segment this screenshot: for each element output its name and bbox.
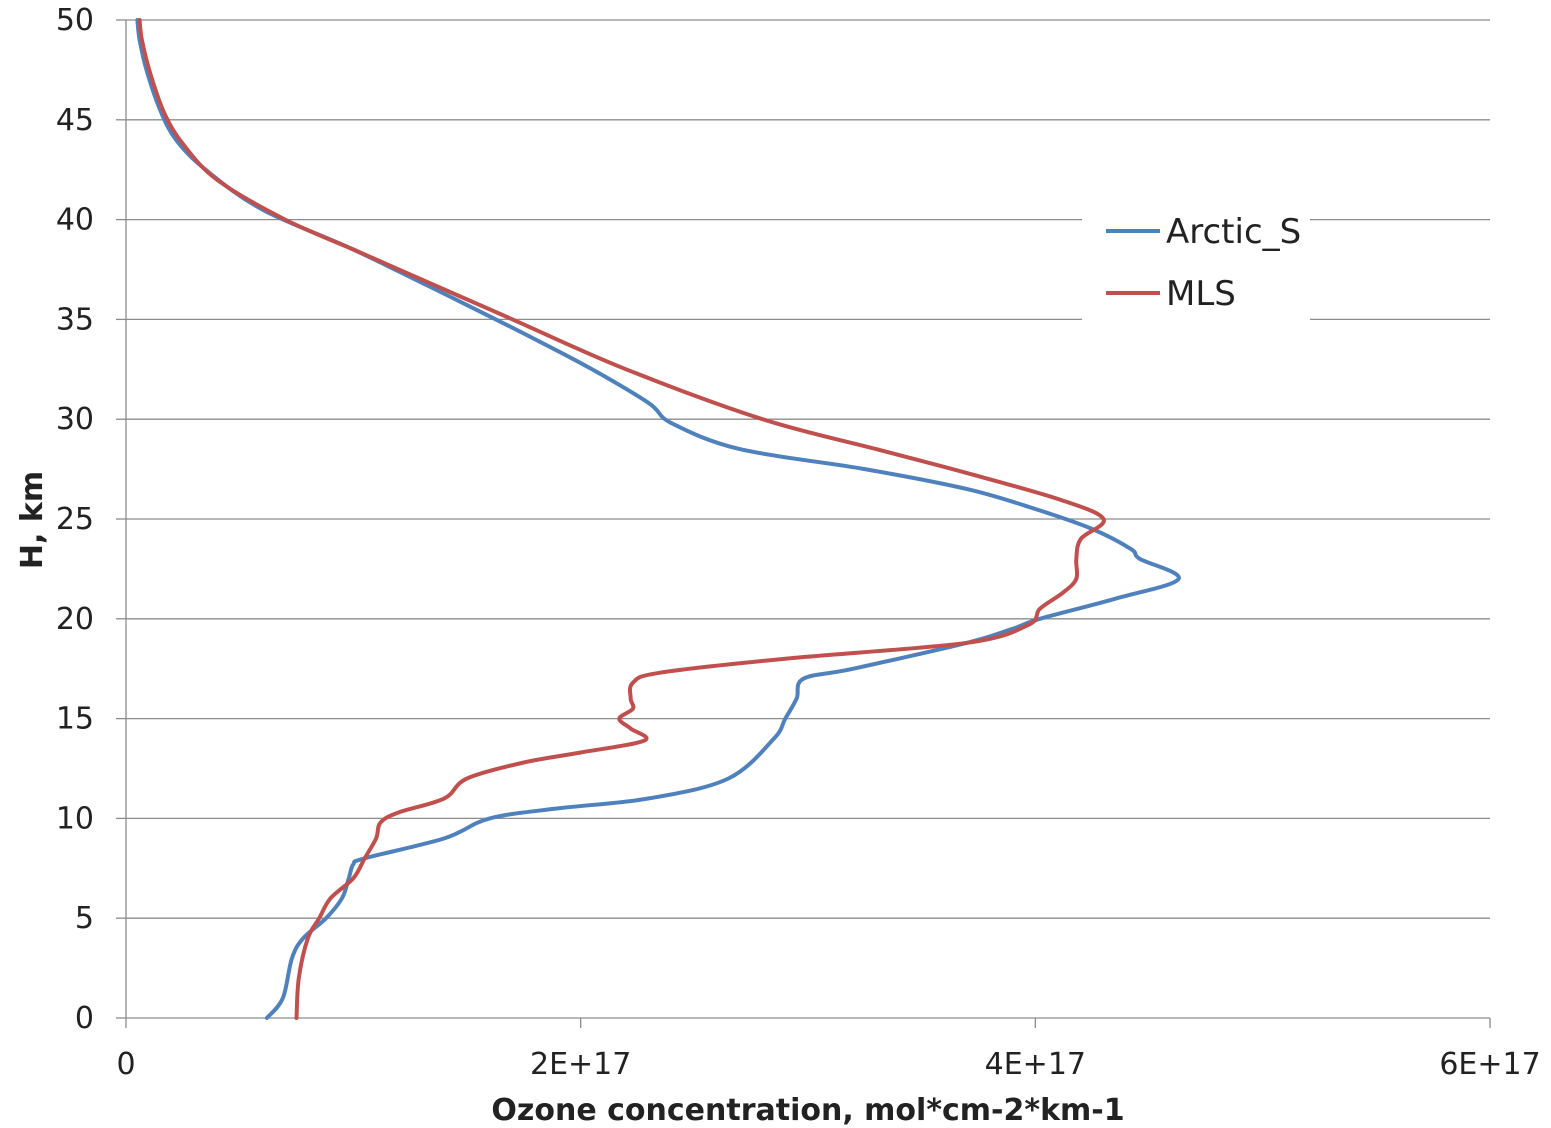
y-tick-label: 20 [56,602,94,637]
y-tick-label: 50 [56,3,94,38]
y-tick-label: 10 [56,801,94,836]
legend-background [1082,196,1310,324]
series-layer [135,18,1181,1020]
y-tick-label: 15 [56,702,94,737]
grid-layer [126,19,1490,1019]
y-tick-label: 30 [56,402,94,437]
legend-label: Arctic_S [1166,212,1301,252]
axis-layer: 0 5 10 15 20 25 30 35 40 45 50 0 2E+17 4E+17 6E+17 [56,3,1541,1082]
y-tick-label: 40 [56,203,94,238]
x-tick-label: 6E+17 [1439,1047,1540,1082]
y-tick-label: 35 [56,302,94,337]
y-axis-title: H, km [15,471,50,569]
y-tick-label: 0 [75,1001,94,1036]
series-line-mls [137,18,1106,1020]
x-tick-label: 4E+17 [985,1047,1086,1082]
legend: Arctic_S MLS [1082,196,1310,324]
x-tick-label: 2E+17 [530,1047,631,1082]
legend-label: MLS [1166,274,1236,314]
y-tick-label: 45 [56,103,94,138]
y-tick-label: 5 [75,901,94,936]
x-tick-label: 0 [116,1047,135,1082]
x-axis-title: Ozone concentration, mol*cm-2*km-1 [491,1093,1124,1128]
y-tick-label: 25 [56,502,94,537]
